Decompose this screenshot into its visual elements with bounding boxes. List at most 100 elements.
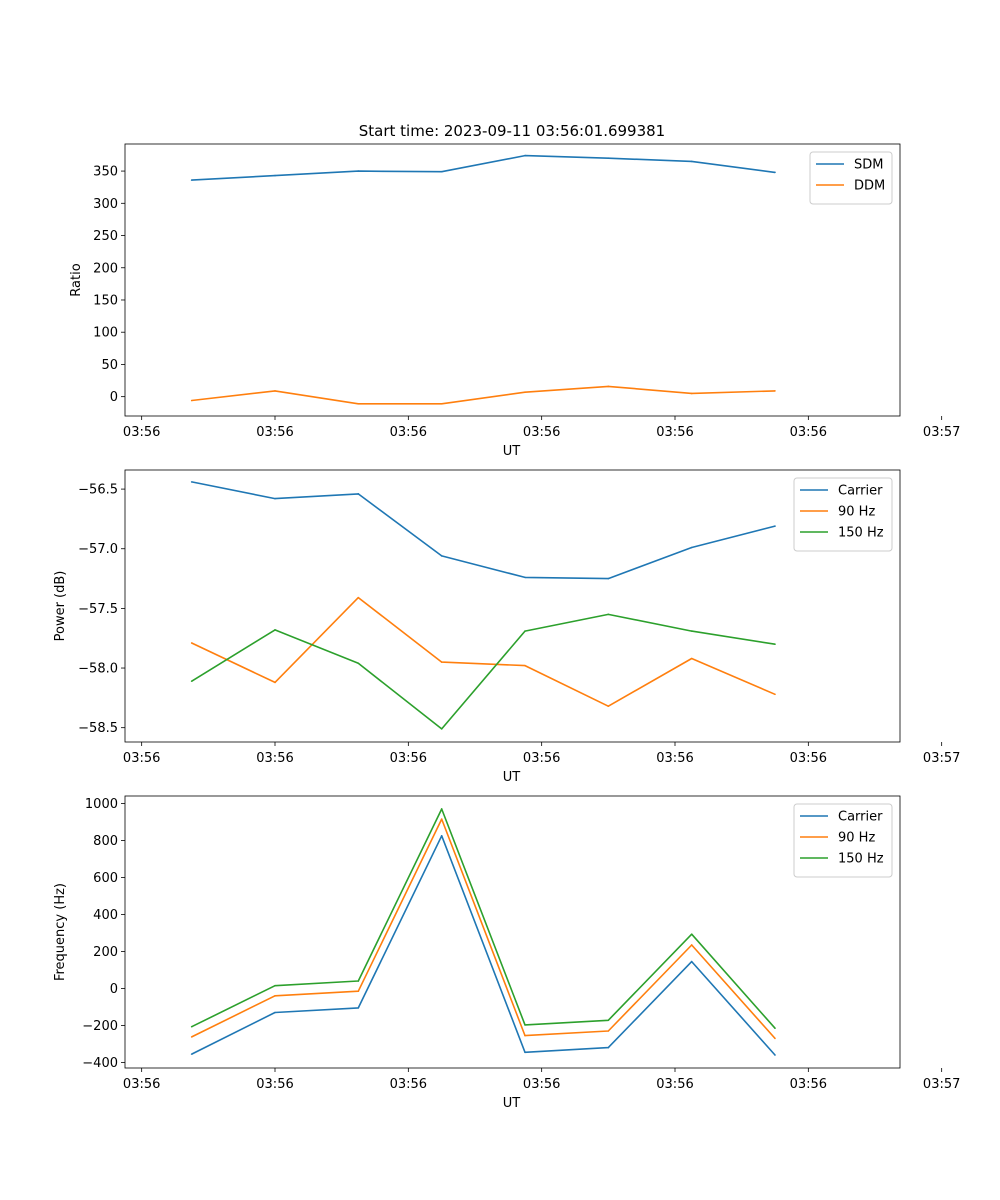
data-point-ddm-7 [690,392,693,395]
data-point-sdm-3 [357,170,360,172]
data-point-sdm-5 [524,154,526,157]
data-point-ddm-3 [357,402,360,405]
data-point-carrier-8 [774,1054,776,1056]
data-point-150-hz-2 [274,984,276,987]
data-point-ddm-2 [274,390,276,392]
data-point-150-hz-3 [357,980,360,982]
series-line-carrier [191,834,776,1056]
x-tick-label: 03:57 [923,751,960,766]
data-point-90-hz-5 [524,1034,526,1037]
data-point-carrier-7 [690,546,693,549]
data-point-carrier-2 [274,1011,276,1014]
data-point-carrier-3 [357,493,360,495]
data-point-sdm-6 [607,157,610,159]
data-point-150-hz-7 [690,933,693,936]
x-tick-label: 03:57 [923,1077,960,1092]
data-point-sdm-4 [440,170,443,173]
data-point-ddm-8 [774,390,776,392]
x-tick-label: 03:56 [256,1077,293,1092]
legend: Carrier 90 Hz 150 Hz [793,477,893,552]
x-tick-label: 03:56 [123,425,160,440]
data-point-carrier-8 [774,525,776,527]
data-point-90-hz-4 [440,661,443,663]
data-point-carrier-7 [690,960,693,963]
data-point-carrier-4 [440,555,443,557]
x-tick-label: 03:56 [123,1077,160,1092]
x-axis-label: UT [503,1096,521,1111]
legend-box [809,151,893,205]
y-tick-label: −400 [82,1056,118,1071]
data-point-90-hz-8 [774,1037,776,1040]
x-tick-label: 03:56 [390,1077,427,1092]
x-tick-label: 03:56 [123,751,160,766]
axes-frame [124,795,901,1069]
data-point-150-hz-1 [190,680,193,682]
legend-label: Carrier [838,484,883,499]
series-line-150-hz [191,613,776,730]
y-tick-label: 250 [93,229,118,244]
data-point-ddm-6 [607,385,610,388]
legend: SDM DDM [809,151,893,205]
legend: Carrier 90 Hz 150 Hz [793,803,893,878]
panel-1: 03:56 03:56 03:56 03:56 03:56 03:56 03:57 0 50 10… [69,143,960,459]
data-point-90-hz-3 [357,990,360,993]
y-axis-label: Frequency (Hz) [53,883,68,981]
series-line-90-hz [191,596,776,708]
y-axis-label: Power (dB) [53,571,68,642]
x-tick-label: 03:56 [790,425,827,440]
x-tick-label: 03:56 [523,1077,560,1092]
x-tick-label: 03:56 [523,425,560,440]
y-tick-label: 100 [93,326,118,341]
panel-2: 03:56 03:56 03:56 03:56 03:56 03:56 03:57 −56.5… [53,469,960,785]
y-tick-label: 350 [93,165,118,180]
data-point-90-hz-6 [607,1030,610,1032]
data-point-90-hz-7 [690,944,693,946]
legend-label: Carrier [838,810,883,825]
data-point-150-hz-2 [274,629,276,631]
data-point-150-hz-8 [774,643,776,645]
x-tick-label: 03:56 [390,751,427,766]
data-point-90-hz-3 [357,596,360,599]
y-tick-label: −57.5 [78,602,118,617]
data-point-90-hz-1 [190,1036,193,1038]
legend-label: 150 Hz [838,526,884,541]
data-point-150-hz-6 [607,613,610,616]
data-point-150-hz-4 [440,808,443,810]
y-tick-label: 600 [93,871,118,886]
data-point-carrier-6 [607,577,610,580]
y-tick-label: 1000 [85,797,118,812]
axes-frame [124,469,901,743]
data-point-150-hz-5 [524,630,526,632]
data-point-90-hz-2 [274,995,276,997]
x-tick-label: 03:56 [390,425,427,440]
series-line-150-hz [191,808,776,1029]
data-point-150-hz-3 [357,662,360,665]
x-tick-label: 03:57 [923,425,960,440]
y-tick-label: 150 [93,293,118,308]
data-point-carrier-6 [607,1046,610,1049]
y-tick-label: 200 [93,945,118,960]
figure-title: Start time: 2023-09-11 03:56:01.699381 [359,122,665,140]
data-point-90-hz-5 [524,664,526,667]
x-tick-label: 03:56 [256,751,293,766]
legend-label: SDM [854,158,883,173]
data-point-90-hz-4 [440,818,443,820]
data-point-sdm-2 [274,174,276,177]
y-tick-label: −57.0 [78,542,118,557]
legend-label: 90 Hz [838,505,875,520]
legend-label: DDM [854,179,885,194]
data-point-carrier-4 [440,834,443,837]
x-tick-label: 03:56 [256,425,293,440]
x-tick-label: 03:56 [656,751,693,766]
legend-label: 90 Hz [838,831,875,846]
series-line-90-hz [191,818,776,1039]
data-point-90-hz-6 [607,705,610,708]
x-tick-label: 03:56 [656,1077,693,1092]
data-point-ddm-1 [190,399,193,402]
panel-3: 03:56 03:56 03:56 03:56 03:56 03:56 03:57 −400 −… [53,795,960,1111]
data-point-90-hz-1 [190,642,193,644]
x-axis-label: UT [503,770,521,785]
data-point-90-hz-8 [774,693,776,696]
x-tick-label: 03:56 [523,751,560,766]
